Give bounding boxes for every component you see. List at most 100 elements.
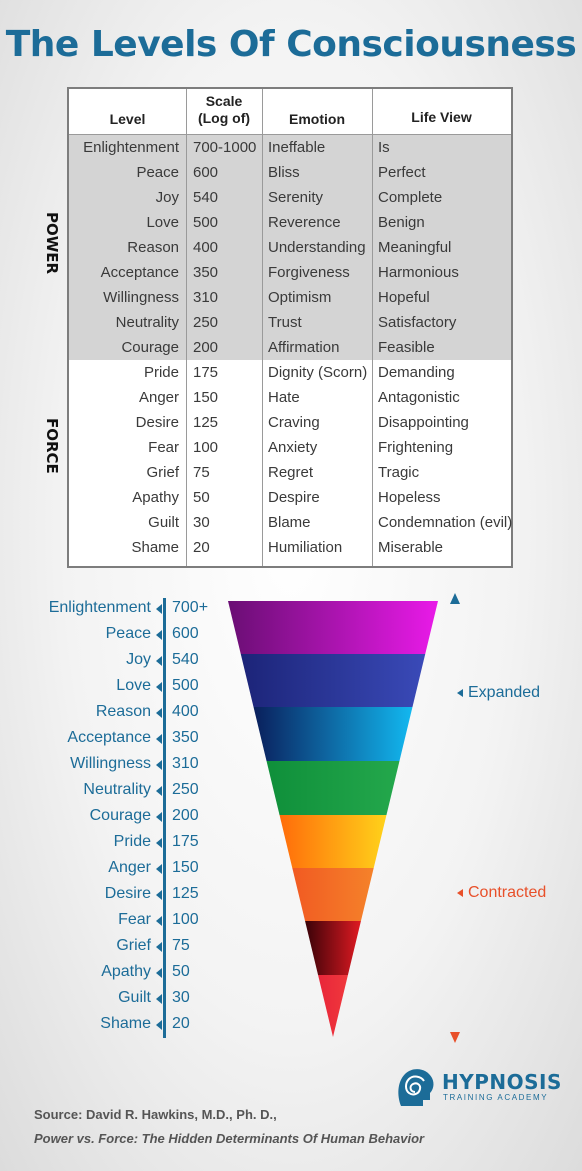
emotion-cell: Ineffable — [268, 139, 326, 156]
table-row: Willingness 310 Optimism Hopeful — [69, 285, 511, 310]
life-view-cell: Frightening — [378, 439, 454, 456]
level-marker-icon — [156, 994, 162, 1004]
power-label: POWER — [43, 212, 61, 275]
expanded-label: Expanded — [468, 684, 541, 701]
scale-level-value: 175 — [172, 833, 199, 850]
scale-cell: 125 — [193, 414, 219, 431]
page-title: The Levels Of Consciousness — [5, 24, 577, 65]
source-line1: Source: David R. Hawkins, M.D., Ph. D., — [34, 1107, 277, 1122]
scale-cell: 175 — [193, 364, 219, 381]
funnel-band — [318, 975, 348, 1037]
level-marker-icon — [156, 734, 162, 744]
level-cell: Apathy — [132, 489, 179, 506]
scale-level-value: 20 — [172, 1015, 190, 1032]
level-marker-icon — [156, 838, 162, 848]
scale-level-name: Grief — [116, 937, 151, 954]
emotion-cell: Trust — [268, 314, 302, 331]
table-row: Acceptance 350 Forgiveness Harmonious — [69, 260, 511, 285]
scale-level-value: 400 — [172, 703, 199, 720]
level-cell: Grief — [146, 464, 179, 481]
life-view-cell: Is — [378, 139, 390, 156]
column-divider — [262, 89, 263, 566]
scale-level-value: 540 — [172, 651, 199, 668]
scale-cell: 30 — [193, 514, 210, 531]
level-marker-icon — [156, 1020, 162, 1030]
level-marker-icon — [156, 604, 162, 614]
life-view-cell: Tragic — [378, 464, 420, 481]
funnel-bands — [228, 601, 438, 1037]
level-cell: Shame — [131, 539, 179, 556]
table-row: Anger 150 Hate Antagonistic — [69, 385, 511, 410]
column-divider — [372, 89, 373, 566]
table-header: Level Scale (Log of) Emotion Life View — [69, 89, 511, 135]
scale-level-name: Peace — [105, 625, 151, 642]
level-marker-icon — [156, 812, 162, 822]
scale-cell: 20 — [193, 539, 210, 556]
scale-level-name: Courage — [89, 807, 151, 824]
scale-cell: 200 — [193, 339, 219, 356]
level-cell: Guilt — [148, 514, 179, 531]
scale-level-name: Pride — [113, 833, 151, 850]
contracted-marker-icon — [457, 889, 463, 897]
scale-cell: 400 — [193, 239, 219, 256]
force-label: FORCE — [43, 418, 61, 474]
level-marker-icon — [156, 864, 162, 874]
life-view-cell: Hopeless — [378, 489, 441, 506]
scale-level-value: 125 — [172, 885, 199, 902]
life-view-cell: Meaningful — [378, 239, 452, 256]
emotion-cell: Craving — [268, 414, 320, 431]
level-marker-icon — [156, 786, 162, 796]
level-marker-icon — [156, 942, 162, 952]
source-line2: Power vs. Force: The Hidden Determinants… — [34, 1131, 425, 1146]
logo-name: HYPNOSIS — [442, 1070, 562, 1094]
level-cell: Reason — [127, 239, 179, 256]
scale-level-name: Willingness — [70, 755, 151, 772]
scale-level-value: 250 — [172, 781, 199, 798]
life-view-cell: Disappointing — [378, 414, 469, 431]
header-level: Level — [109, 111, 146, 127]
scale-level-value: 350 — [172, 729, 199, 746]
emotion-cell: Anxiety — [268, 439, 318, 456]
header-emotion: Emotion — [289, 111, 345, 127]
emotion-cell: Hate — [268, 389, 300, 406]
scale-level-name: Reason — [95, 703, 151, 720]
scale-level-name: Guilt — [118, 989, 151, 1006]
contracted-label: Contracted — [468, 884, 547, 901]
scale-cell: 700-1000 — [193, 139, 257, 156]
scale-cell: 250 — [193, 314, 219, 331]
level-cell: Fear — [148, 439, 179, 456]
scale-level-name: Acceptance — [67, 729, 151, 746]
logo-subtitle: TRAINING ACADEMY — [443, 1093, 549, 1102]
levels-table: Level Scale (Log of) Emotion Life View E… — [67, 87, 513, 568]
scale-cell: 600 — [193, 164, 219, 181]
table-row: Fear 100 Anxiety Frightening — [69, 435, 511, 460]
scale-level-name: Enlightenment — [48, 599, 151, 616]
scale-cell: 100 — [193, 439, 219, 456]
emotion-cell: Despire — [268, 489, 320, 506]
level-marker-icon — [156, 708, 162, 718]
level-marker-icon — [156, 760, 162, 770]
emotion-cell: Bliss — [268, 164, 300, 181]
scale-level-name: Fear — [118, 911, 151, 928]
emotion-cell: Blame — [268, 514, 311, 531]
table-row: Reason 400 Understanding Meaningful — [69, 235, 511, 260]
level-cell: Love — [146, 214, 179, 231]
scale-level-value: 600 — [172, 625, 199, 642]
scale-cell: 310 — [193, 289, 219, 306]
life-view-cell: Demanding — [378, 364, 455, 381]
life-view-cell: Benign — [378, 214, 425, 231]
scale-cell: 500 — [193, 214, 219, 231]
level-cell: Anger — [138, 389, 179, 406]
header-scale-line1: Scale — [205, 93, 243, 109]
funnel-band — [228, 601, 438, 654]
scale-level-value: 700+ — [172, 599, 209, 616]
axis-arrowhead-up — [450, 593, 460, 604]
level-cell: Pride — [143, 364, 179, 381]
header-life-view: Life View — [411, 109, 472, 125]
level-cell: Desire — [135, 414, 179, 431]
level-cell: Enlightenment — [83, 139, 179, 156]
emotion-cell: Humiliation — [268, 539, 343, 556]
head-spiral-icon — [398, 1069, 434, 1106]
level-cell: Peace — [136, 164, 179, 181]
table-row: Pride 175 Dignity (Scorn) Demanding — [69, 360, 511, 385]
